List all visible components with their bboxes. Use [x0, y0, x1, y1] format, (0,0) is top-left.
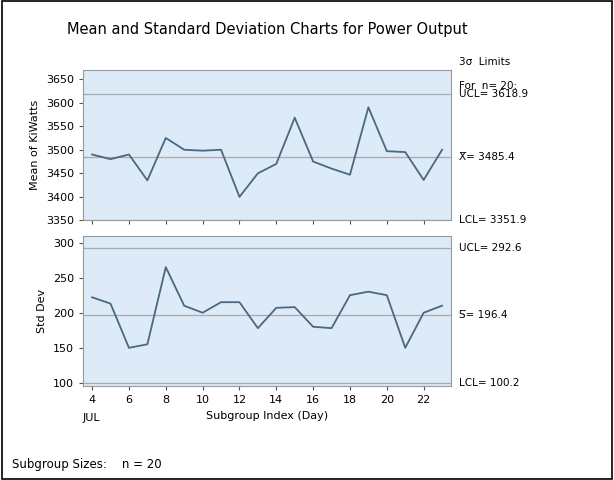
- Text: S̅= 196.4: S̅= 196.4: [459, 310, 508, 320]
- Text: UCL= 292.6: UCL= 292.6: [459, 243, 522, 253]
- Text: X̅̅= 3485.4: X̅̅= 3485.4: [459, 152, 515, 162]
- Text: LCL= 100.2: LCL= 100.2: [459, 378, 520, 388]
- Text: LCL= 3351.9: LCL= 3351.9: [459, 215, 527, 225]
- X-axis label: Subgroup Index (Day): Subgroup Index (Day): [206, 411, 328, 421]
- Y-axis label: Std Dev: Std Dev: [37, 289, 47, 333]
- Text: Mean and Standard Deviation Charts for Power Output: Mean and Standard Deviation Charts for P…: [67, 22, 467, 36]
- Text: JUL: JUL: [83, 413, 101, 423]
- Y-axis label: Mean of KiWatts: Mean of KiWatts: [30, 100, 40, 190]
- Text: UCL= 3618.9: UCL= 3618.9: [459, 89, 529, 99]
- Text: For  n= 20:: For n= 20:: [459, 81, 518, 91]
- Text: Subgroup Sizes:    n = 20: Subgroup Sizes: n = 20: [12, 458, 162, 471]
- Text: 3σ  Limits: 3σ Limits: [459, 57, 510, 67]
